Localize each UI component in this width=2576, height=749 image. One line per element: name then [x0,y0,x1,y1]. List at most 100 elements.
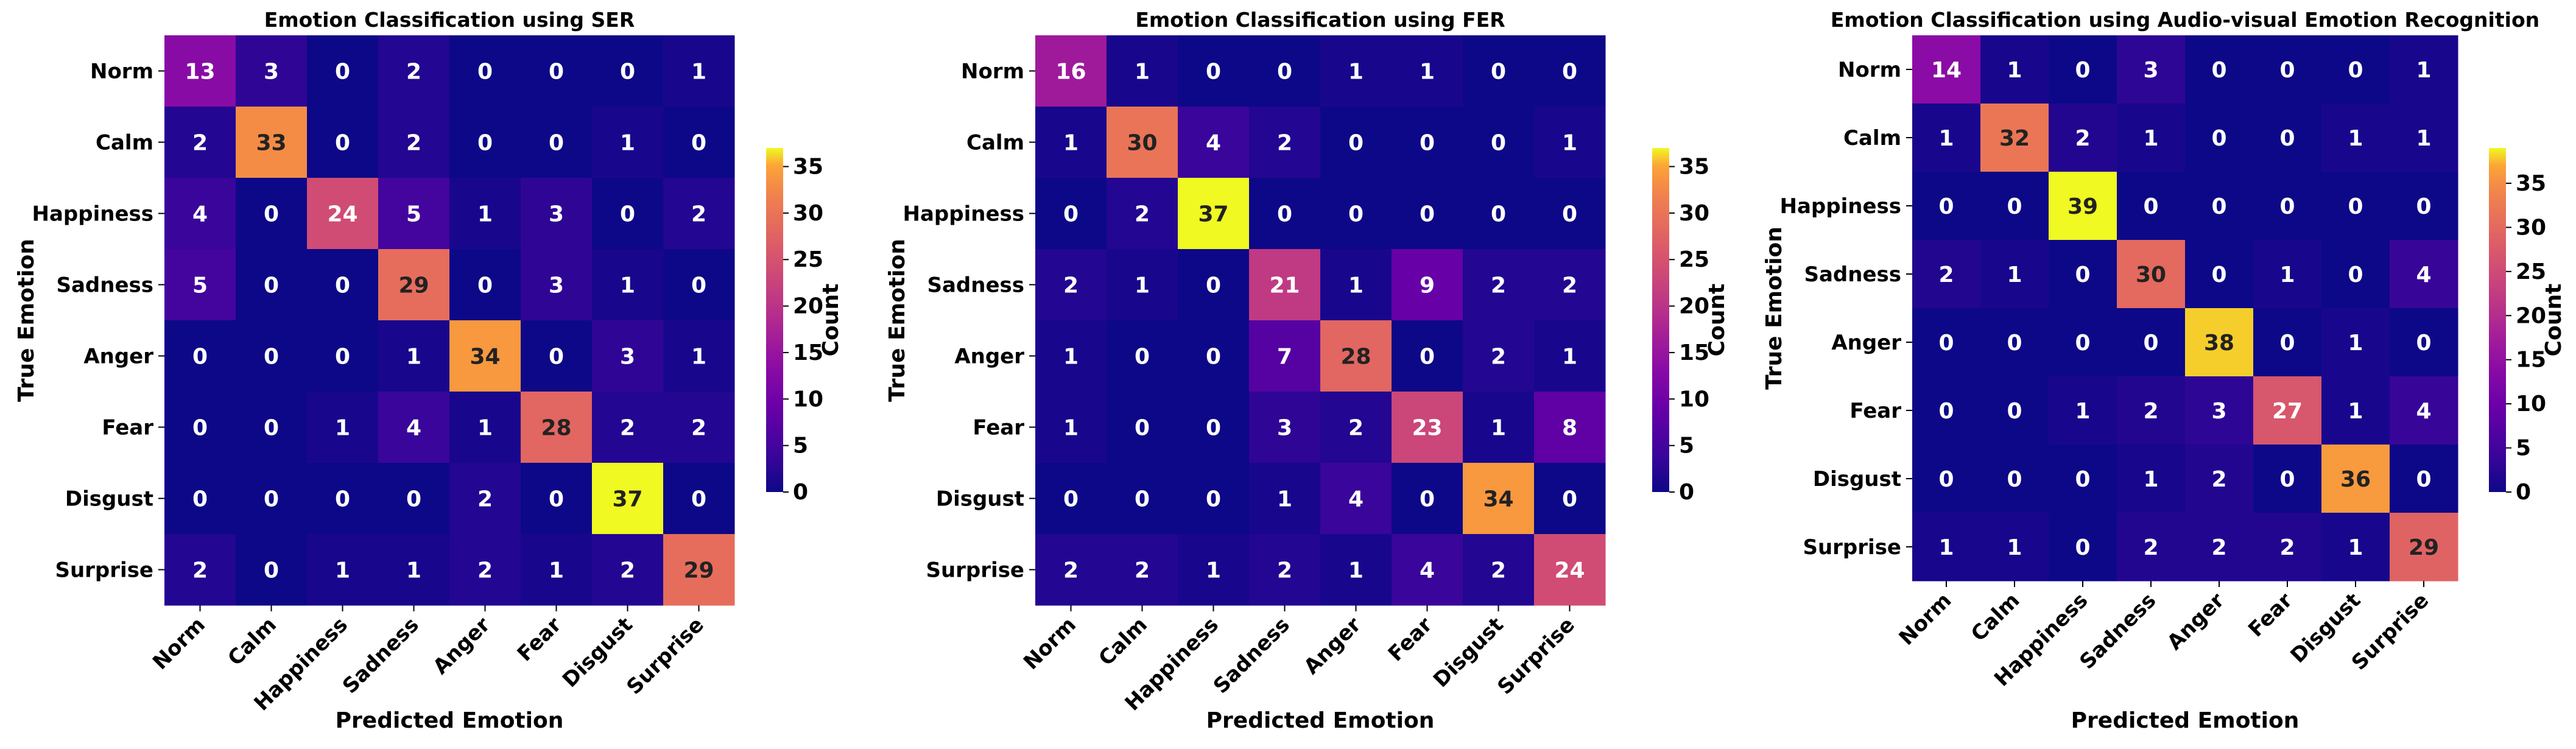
heatmap-cell [2321,445,2390,513]
cell-value-label: 2 [1491,273,1506,298]
cell-value-label: 0 [1135,345,1150,370]
cell-value-label: 2 [1938,262,1954,287]
heatmap-cell [521,534,593,606]
cell-value-label: 0 [1063,487,1079,512]
cell-value-label: 0 [2007,467,2022,492]
cell-value-label: 0 [2211,262,2226,287]
x-tick-label: Fear [1384,613,1437,666]
cell-value-label: 0 [1063,202,1079,227]
heatmap-cell [236,178,308,250]
cell-value-label: 1 [2348,399,2363,424]
cell-value-label: 0 [1938,467,1954,492]
heatmap-cell [2049,376,2117,445]
cell-value-label: 0 [264,558,279,583]
heatmap-cell [2390,308,2458,377]
heatmap-cell [663,35,735,107]
heatmap-cell [1320,249,1392,321]
cell-value-label: 2 [1348,416,1364,441]
cell-value-label: 0 [1206,487,1221,512]
heatmap-cell [2185,513,2254,582]
heatmap-cell [164,463,236,535]
heatmap-cell [2185,104,2254,172]
cell-value-label: 0 [1938,194,1954,219]
heatmap-cell [521,463,593,535]
heatmap-cell [2321,513,2390,582]
heatmap-cell [2253,308,2322,377]
cell-value-label: 0 [2211,58,2226,83]
heatmap-cell [2117,376,2186,445]
cell-value-label: 0 [1562,60,1577,85]
cell-value-label: 9 [1420,273,1435,298]
heatmap-cell [592,249,664,321]
cell-value-label: 0 [620,60,635,85]
cell-value-label: 2 [620,416,635,441]
cell-value-label: 1 [2007,58,2022,83]
y-tick-label: Surprise [926,558,1024,583]
heatmap-cell [521,320,593,392]
heatmap-cell [1249,249,1321,321]
heatmap-cell [2185,35,2254,104]
cell-value-label: 29 [2409,535,2439,560]
cell-value-label: 1 [1562,131,1577,156]
cell-value-label: 0 [477,131,493,156]
cell-value-label: 1 [2348,331,2363,356]
heatmap-cell [2185,308,2254,377]
cell-value-label: 0 [264,202,279,227]
cell-value-label: 3 [620,345,635,370]
cell-value-label: 0 [335,131,350,156]
heatmap-cell [164,178,236,250]
heatmap-cell [592,320,664,392]
heatmap-cell [2117,240,2186,309]
cell-value-label: 1 [2143,467,2158,492]
cell-value-label: 3 [549,202,564,227]
heatmap-cell [1249,178,1321,250]
heatmap-cell [449,320,521,392]
heatmap-cell [378,392,450,463]
cell-value-label: 34 [1483,487,1513,512]
cell-value-label: 3 [2211,399,2226,424]
heatmap-cell [1980,104,2049,172]
y-tick-label: Calm [96,131,153,155]
cell-value-label: 2 [620,558,635,583]
heatmap-cell [449,463,521,535]
colorbar-tick-label: 0 [2516,480,2531,505]
cell-value-label: 2 [406,60,421,85]
heatmap-cell [2049,308,2117,377]
heatmap-cell [307,534,379,606]
cell-value-label: 1 [335,416,350,441]
heatmap-cell [1534,320,1606,392]
x-tick-label: Anger [2163,588,2229,655]
heatmap-cell [1035,392,1107,463]
cell-value-label: 1 [691,60,706,85]
colorbar-tick-label: 25 [1679,247,1709,272]
cell-value-label: 1 [1063,345,1079,370]
cell-value-label: 2 [691,416,706,441]
heatmap-cell [1107,249,1178,321]
y-tick-label: Anger [83,345,153,369]
cell-value-label: 0 [2007,331,2022,356]
cell-value-label: 0 [1562,487,1577,512]
heatmap-cell [1392,107,1463,178]
cell-value-label: 1 [1135,273,1150,298]
cell-value-label: 1 [549,558,564,583]
heatmap-cell [1320,35,1392,107]
cell-value-label: 3 [2143,58,2158,83]
heatmap-cell [1320,107,1392,178]
heatmap-cell [2321,104,2390,172]
heatmap-cell [1035,534,1107,606]
colorbar-tick-label: 20 [2516,303,2546,328]
heatmap-cell [449,107,521,178]
cell-value-label: 2 [2279,535,2295,560]
cell-value-label: 32 [1999,126,2030,151]
colorbar-tick-label: 25 [793,247,823,272]
cell-value-label: 0 [2007,399,2022,424]
heatmap-cell [1534,107,1606,178]
heatmap-cell [236,249,308,321]
cell-value-label: 0 [335,487,350,512]
heatmap-cell [1392,534,1463,606]
heatmap-cell [663,534,735,606]
cell-value-label: 0 [1277,202,1292,227]
heatmap-cell [1320,534,1392,606]
colorbar-tick-label: 25 [2516,259,2546,284]
